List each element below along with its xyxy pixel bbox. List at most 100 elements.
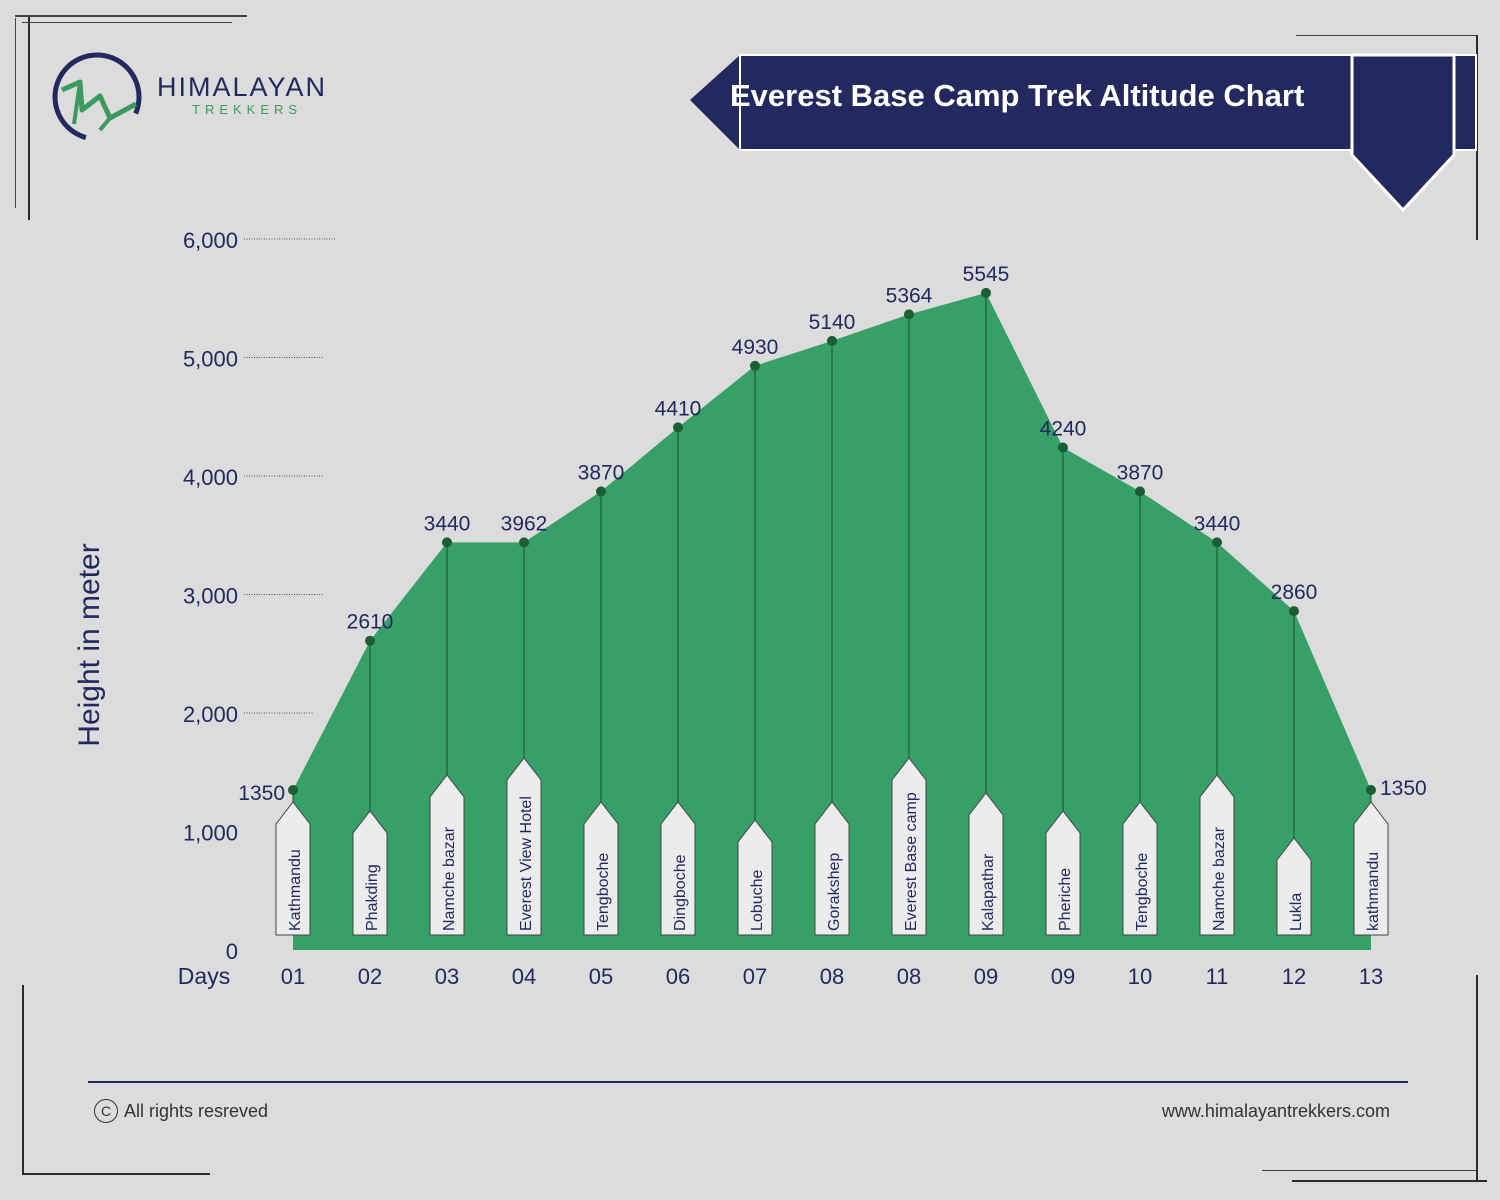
frame-line [1292, 1180, 1487, 1182]
place-label: Kathmandu [287, 849, 304, 931]
data-point [1366, 785, 1376, 796]
x-axis-label: Days [178, 963, 230, 989]
place-signpost [1199, 774, 1235, 936]
place-signpost [660, 801, 696, 936]
data-point [981, 287, 991, 298]
data-label: 4410 [655, 397, 702, 420]
x-tick-label: 03 [435, 964, 459, 989]
data-point [673, 422, 683, 433]
frame-line [1262, 1170, 1477, 1171]
place-label: Tengboche [1134, 853, 1151, 931]
place-label: Lukla [1288, 893, 1305, 931]
place-label: Lobuche [749, 870, 766, 931]
place-signpost [352, 810, 388, 936]
frame-line [22, 22, 232, 23]
x-tick-label: 12 [1282, 964, 1306, 989]
data-label: 5364 [886, 284, 933, 307]
place-label: Namche bazar [1211, 826, 1228, 931]
x-tick-label: 04 [512, 964, 536, 989]
data-label: 5140 [809, 311, 856, 334]
website-link[interactable]: www.himalayantrekkers.com [1161, 1101, 1390, 1121]
data-label: 4930 [732, 336, 779, 359]
data-label: 1350 [1380, 777, 1427, 800]
place-signpost [1122, 801, 1158, 936]
y-tick-label: 0 [226, 939, 238, 964]
place-signpost [1353, 801, 1389, 936]
place-signpost [1276, 837, 1312, 936]
footer-divider [88, 1081, 1408, 1083]
place-signpost [429, 774, 465, 936]
x-tick-label: 05 [589, 964, 613, 989]
place-signpost [506, 757, 542, 936]
x-tick-label: 06 [666, 964, 690, 989]
brand-name: HIMALAYAN [157, 72, 328, 102]
data-point [596, 486, 606, 497]
place-label: Gorakshep [826, 853, 843, 931]
place-label: kathmandu [1365, 852, 1382, 931]
himalayan-trekkers-logo [52, 52, 142, 142]
place-label: Namche bazar [441, 826, 458, 931]
y-tick-label: 4,000 [183, 465, 238, 490]
place-label: Tengboche [595, 853, 612, 931]
data-label: 2860 [1271, 581, 1318, 604]
y-tick-label: 3,000 [183, 584, 238, 609]
data-point [1289, 606, 1299, 617]
title-banner [690, 53, 1477, 213]
place-signpost [1045, 810, 1081, 936]
x-tick-label: 08 [897, 964, 921, 989]
place-label: Kalapathar [980, 853, 997, 931]
place-signpost [583, 801, 619, 936]
x-tick-label: 09 [1051, 964, 1075, 989]
x-tick-label: 02 [358, 964, 382, 989]
x-tick-label: 07 [743, 964, 767, 989]
data-label: 3962 [501, 512, 548, 535]
place-signpost [814, 801, 850, 936]
place-label: Pheriche [1057, 868, 1074, 931]
data-point [904, 309, 914, 320]
frame-line [22, 1173, 210, 1175]
data-point [1058, 442, 1068, 453]
copyright-icon: C [94, 1099, 118, 1123]
place-label: Everest Base camp [903, 792, 920, 931]
y-axis-label: Height in meter [73, 543, 106, 747]
data-label: 2610 [347, 611, 394, 634]
frame-line [28, 15, 30, 220]
brand-subtitle: TREKKERS [192, 102, 303, 117]
x-tick-label: 08 [820, 964, 844, 989]
data-point [827, 335, 837, 346]
place-signpost [968, 792, 1004, 936]
data-point [1135, 486, 1145, 497]
place-signpost [275, 801, 311, 936]
frame-line [1296, 35, 1476, 36]
copyright: C All rights resreved [94, 1099, 268, 1123]
x-tick-label: 01 [281, 964, 305, 989]
data-label: 3870 [578, 461, 625, 484]
place-signpost [891, 757, 927, 936]
place-label: Phakding [364, 864, 381, 931]
data-point [442, 537, 452, 548]
y-tick-label: 2,000 [183, 702, 238, 727]
place-label: Dingboche [672, 854, 689, 931]
place-label: Everest View Hotel [518, 796, 535, 931]
data-label: 3440 [424, 512, 471, 535]
y-tick-label: 5,000 [183, 347, 238, 372]
y-tick-label: 6,000 [183, 228, 238, 253]
x-tick-label: 10 [1128, 964, 1152, 989]
data-label: 5545 [963, 263, 1010, 286]
y-tick-label: 1,000 [183, 821, 238, 846]
data-label: 3440 [1194, 512, 1241, 535]
frame-line [22, 985, 24, 1175]
data-point [288, 785, 298, 796]
data-label: 4240 [1040, 418, 1087, 441]
copyright-text: All rights resreved [124, 1100, 269, 1121]
data-point [365, 635, 375, 646]
frame-line [15, 18, 16, 208]
x-tick-label: 11 [1206, 964, 1229, 989]
frame-line [15, 15, 247, 17]
data-point [1212, 537, 1222, 548]
altitude-chart: 0 1,000 2,000 3,000 4,000 5,000 6,000 Days Kathm… [178, 228, 1427, 989]
data-label: 3870 [1117, 461, 1164, 484]
x-tick-label: 13 [1359, 964, 1383, 989]
frame-line [1476, 975, 1478, 1180]
chart-title: Everest Base Camp Trek Altitude Chart [730, 78, 1305, 113]
